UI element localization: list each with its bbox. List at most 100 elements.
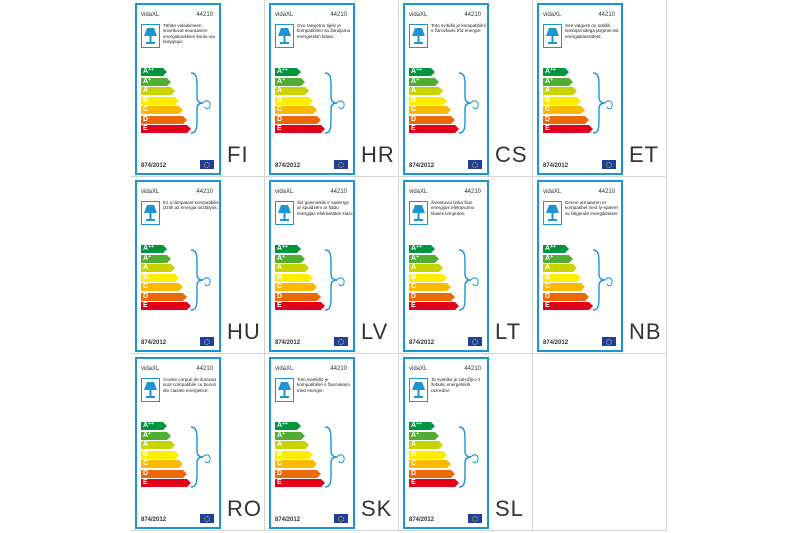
- energy-class-letter: A: [411, 68, 417, 75]
- compatibility-text: Šviestuvui tinka šios energijos efektyvu…: [431, 200, 475, 216]
- label-cell-lt: vidaXL 44210 Šviestuvui tinka šios energij…: [399, 177, 533, 354]
- energy-class-bar: E: [543, 125, 593, 133]
- energy-class-letter: C: [411, 283, 417, 290]
- lamp-icon: [275, 24, 294, 48]
- compatibility-text: See valgusti on sobilik lambipirnidega j…: [565, 23, 619, 39]
- energy-class-bar: A+: [543, 77, 573, 86]
- lamp-icon: [141, 378, 160, 402]
- energy-class-bar: D: [275, 115, 321, 124]
- energy-class-bar: A: [409, 87, 443, 95]
- language-code: FI: [227, 142, 249, 167]
- energy-class-letter: A: [277, 87, 283, 94]
- energy-class-letter: D: [411, 292, 417, 300]
- energy-class-letter: E: [143, 479, 148, 486]
- energy-class-bar: A++: [141, 422, 167, 430]
- regulation-number: 874/2012: [141, 163, 167, 169]
- energy-class-bar: A++: [141, 245, 167, 253]
- energy-class-letter: C: [277, 283, 283, 290]
- energy-class-letter: A: [277, 422, 283, 429]
- energy-class-letter: E: [277, 125, 282, 132]
- regulation-number: 874/2012: [543, 340, 569, 346]
- language-code: RO: [227, 496, 262, 521]
- energy-class-bar: C: [409, 106, 451, 114]
- language-code: SL: [495, 496, 524, 521]
- brand-name: vidaXL: [141, 189, 160, 195]
- brace-bulb-icon: [189, 248, 215, 317]
- energy-class-letter: A: [143, 245, 149, 252]
- regulation-number: 874/2012: [275, 163, 301, 169]
- energy-class-letter: D: [545, 292, 551, 300]
- label-cell-fi: vidaXL 44210 Tähän valaisimeen soveltuvat …: [131, 0, 265, 177]
- energy-class-letter: E: [411, 125, 416, 132]
- label-cell-sk: vidaXL 44210 Toto svietidlo je kompatibiln…: [265, 354, 399, 531]
- energy-class-letter: A: [277, 431, 283, 439]
- energy-class-bar: B: [409, 96, 447, 105]
- energy-class-superscript: +: [148, 253, 151, 260]
- label-cell-hu: vidaXL 44210 Ez a lámpatest kompatibilis i…: [131, 177, 265, 354]
- energy-class-bar: D: [275, 292, 321, 301]
- energy-class-letter: E: [143, 302, 148, 309]
- energy-class-bar: E: [275, 302, 325, 310]
- energy-class-letter: B: [143, 450, 149, 458]
- energy-class-superscript: ++: [282, 67, 288, 73]
- energy-class-bar: D: [141, 469, 187, 478]
- energy-class-bar: A: [543, 264, 577, 272]
- energy-class-bar: C: [275, 460, 317, 468]
- energy-class-superscript: ++: [550, 244, 556, 250]
- energy-class-letter: A: [545, 77, 551, 85]
- brand-name: vidaXL: [409, 12, 428, 18]
- energy-class-letter: E: [277, 479, 282, 486]
- energy-class-letter: A: [277, 264, 283, 271]
- energy-class-bar: C: [543, 106, 585, 114]
- energy-class-bar: A+: [141, 77, 171, 86]
- energy-class-superscript: +: [282, 430, 285, 437]
- eu-flag-icon: [200, 514, 214, 523]
- label-cell-cs: vidaXL 44210 Toto svítidlo je kompatibilní…: [399, 0, 533, 177]
- brace-bulb-icon: [457, 248, 483, 317]
- energy-label-card: vidaXL 44210 Ovo rasvjetno tijelo je kompa…: [269, 3, 355, 175]
- energy-class-bar: B: [275, 96, 313, 105]
- energy-class-letter: A: [143, 87, 149, 94]
- energy-class-bar: A+: [141, 431, 171, 440]
- language-code: HR: [361, 142, 395, 167]
- energy-class-bar: A+: [275, 430, 305, 440]
- eu-flag-icon: [468, 337, 482, 346]
- energy-class-bar: E: [409, 125, 459, 133]
- eu-flag-icon: [334, 160, 348, 169]
- energy-class-letter: D: [411, 115, 417, 123]
- energy-class-bar: C: [543, 283, 585, 291]
- energy-class-bar: C: [409, 460, 451, 468]
- brace-bulb-icon: [457, 71, 483, 140]
- energy-class-bar: D: [543, 292, 589, 301]
- energy-class-bar: C: [141, 460, 183, 468]
- energy-class-letter: D: [545, 115, 551, 123]
- energy-class-bar: A++: [543, 68, 569, 76]
- empty-cell: [533, 354, 667, 531]
- energy-class-letter: A: [411, 245, 417, 252]
- energy-class-bar: A+: [275, 77, 305, 86]
- energy-class-bar: B: [141, 273, 179, 282]
- brand-name: vidaXL: [141, 366, 160, 372]
- model-number: 44210: [464, 366, 481, 372]
- lamp-icon: [543, 201, 562, 225]
- energy-class-bar: A: [141, 87, 175, 95]
- compatibility-text: Toto svítidlo je kompatibilní s žárovkam…: [431, 23, 486, 34]
- compatibility-text: Tähän valaisimeen soveltuvat seuraavien …: [163, 23, 215, 45]
- energy-class-bar: C: [275, 106, 317, 114]
- energy-class-letter: A: [143, 254, 149, 262]
- brand-name: vidaXL: [141, 12, 160, 18]
- energy-class-bar: A+: [409, 431, 439, 440]
- energy-class-letter: A: [411, 264, 417, 271]
- model-number: 44210: [598, 189, 615, 195]
- energy-class-letter: C: [545, 106, 551, 113]
- compatibility-text: Aceste corpuri de iluminat sunt compatib…: [163, 377, 217, 393]
- energy-class-bar: E: [543, 302, 593, 310]
- energy-label-card: vidaXL 44210 Šviestuvui tinka šios energij…: [403, 180, 489, 352]
- energy-class-letter: A: [143, 68, 149, 75]
- energy-class-bar: A+: [275, 254, 305, 263]
- energy-class-bar: A+: [409, 77, 439, 86]
- energy-label-card: vidaXL 44210 Denne armaturen er kompatibel…: [537, 180, 623, 352]
- energy-class-bar: E: [141, 125, 191, 133]
- energy-class-letter: E: [277, 302, 282, 309]
- model-number: 44210: [196, 12, 213, 18]
